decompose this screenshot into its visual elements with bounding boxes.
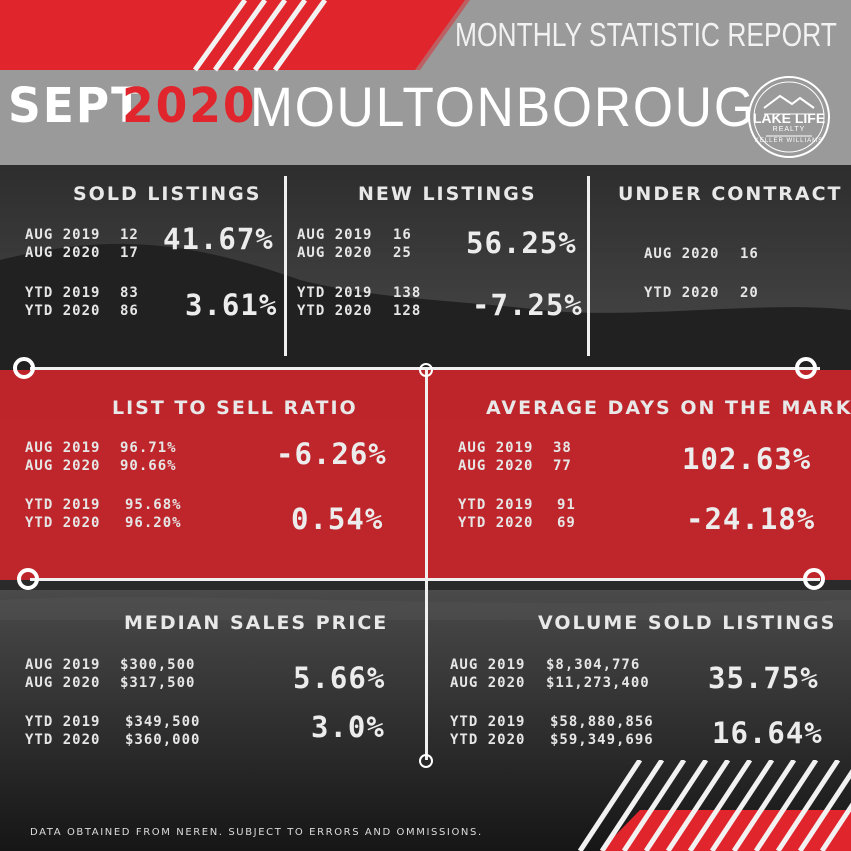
sold-ytd-pct: 3.61% xyxy=(185,288,278,322)
adm-aug2019-label: AUG 2019 xyxy=(458,440,534,456)
header-town: MOULTONBOROUGH xyxy=(250,75,795,138)
adm-ytd2019-value: 91 xyxy=(557,497,576,513)
msp-aug2019-value: $300,500 xyxy=(120,657,196,673)
new-aug2019-value: 16 xyxy=(393,227,412,243)
lts-aug2019-value: 96.71% xyxy=(120,440,177,456)
adm-aug2020-label: AUG 2020 xyxy=(458,458,534,474)
node-circle xyxy=(17,568,39,590)
logo-line2: REALTY xyxy=(772,126,806,133)
vsl-aug2019-value: $8,304,776 xyxy=(546,657,641,673)
sold-aug2020-value: 17 xyxy=(120,245,139,261)
new-aug2019-label: AUG 2019 xyxy=(297,227,373,243)
logo-emblem xyxy=(748,76,830,158)
adm-aug-pct: 102.63% xyxy=(682,442,812,476)
node-circle xyxy=(13,357,35,379)
msp-ytd-pct: 3.0% xyxy=(311,710,385,744)
vsl-ytd2019-value: $58,880,856 xyxy=(550,714,654,730)
sold-aug-pct: 41.67% xyxy=(163,222,274,256)
msp-ytd2019-label: YTD 2019 xyxy=(25,714,101,730)
sold-aug2019-label: AUG 2019 xyxy=(25,227,101,243)
lts-ytd2020-label: YTD 2020 xyxy=(25,515,101,531)
lts-aug2020-value: 90.66% xyxy=(120,458,177,474)
lts-aug-pct: -6.26% xyxy=(276,437,387,471)
logo-line1: LAKE LIFE xyxy=(752,110,826,126)
volume-sold-title: VOLUME SOLD LISTINGS xyxy=(538,612,837,634)
uc-ytd2020-value: 20 xyxy=(740,285,759,301)
node-circle-small xyxy=(419,754,433,768)
median-price-title: MEDIAN SALES PRICE xyxy=(124,612,389,634)
adm-ytd2020-label: YTD 2020 xyxy=(458,515,534,531)
header-month: SEPT xyxy=(8,78,145,134)
uc-aug2020-label: AUG 2020 xyxy=(644,246,720,262)
adm-aug2020-value: 77 xyxy=(553,458,572,474)
new-ytd2020-label: YTD 2020 xyxy=(297,303,373,319)
msp-aug2020-label: AUG 2020 xyxy=(25,675,101,691)
adm-ytd2019-label: YTD 2019 xyxy=(458,497,534,513)
vsl-aug2020-value: $11,273,400 xyxy=(546,675,650,691)
vsl-aug-pct: 35.75% xyxy=(708,661,819,695)
vsl-aug2020-label: AUG 2020 xyxy=(450,675,526,691)
logo-line3: KELLER WILLIAMS xyxy=(754,138,824,144)
node-circle xyxy=(803,568,825,590)
top-panel xyxy=(0,165,851,370)
msp-aug-pct: 5.66% xyxy=(293,661,386,695)
new-ytd2019-label: YTD 2019 xyxy=(297,285,373,301)
new-ytd2020-value: 128 xyxy=(393,303,422,319)
avg-days-title: AVERAGE DAYS ON THE MARKET xyxy=(486,397,851,419)
lts-ytd-pct: 0.54% xyxy=(291,502,384,536)
uc-aug2020-value: 16 xyxy=(740,246,759,262)
vsl-ytd2019-label: YTD 2019 xyxy=(450,714,526,730)
node-circle-small xyxy=(419,363,433,377)
lts-ytd2019-label: YTD 2019 xyxy=(25,497,101,513)
sold-ytd2020-value: 86 xyxy=(120,303,139,319)
new-listings-title: NEW LISTINGS xyxy=(358,183,537,205)
sold-listings-title: SOLD LISTINGS xyxy=(73,183,262,205)
report-title: MONTHLY STATISTIC REPORT xyxy=(455,16,837,53)
sold-ytd2019-value: 83 xyxy=(120,285,139,301)
new-ytd-pct: -7.25% xyxy=(472,288,583,322)
under-contract-title: UNDER CONTRACT xyxy=(618,183,843,205)
lts-ytd2019-value: 95.68% xyxy=(125,497,182,513)
lts-aug2020-label: AUG 2020 xyxy=(25,458,101,474)
lake-life-logo: LAKE LIFE REALTY KELLER WILLIAMS xyxy=(742,74,836,160)
divider-2 xyxy=(587,176,590,356)
sold-ytd2020-label: YTD 2020 xyxy=(25,303,101,319)
adm-ytd2020-value: 69 xyxy=(557,515,576,531)
lts-aug2019-label: AUG 2019 xyxy=(25,440,101,456)
footer-disclaimer: DATA OBTAINED FROM NEREN. SUBJECT TO ERR… xyxy=(30,827,483,838)
v-line-center xyxy=(425,370,428,760)
divider-1 xyxy=(284,176,287,356)
header-stripes xyxy=(0,0,470,72)
msp-ytd2019-value: $349,500 xyxy=(125,714,201,730)
uc-ytd2020-label: YTD 2020 xyxy=(644,285,720,301)
new-aug2020-value: 25 xyxy=(393,245,412,261)
adm-ytd-pct: -24.18% xyxy=(686,502,816,536)
vsl-ytd2020-value: $59,349,696 xyxy=(550,732,654,748)
msp-aug2020-value: $317,500 xyxy=(120,675,196,691)
header-year: 2020 xyxy=(122,78,257,134)
new-aug-pct: 56.25% xyxy=(466,226,577,260)
new-aug2020-label: AUG 2020 xyxy=(297,245,373,261)
new-ytd2019-value: 138 xyxy=(393,285,422,301)
msp-ytd2020-value: $360,000 xyxy=(125,732,201,748)
lts-ytd2020-value: 96.20% xyxy=(125,515,182,531)
msp-ytd2020-label: YTD 2020 xyxy=(25,732,101,748)
adm-aug2019-value: 38 xyxy=(553,440,572,456)
vsl-aug2019-label: AUG 2019 xyxy=(450,657,526,673)
node-circle xyxy=(795,357,817,379)
vsl-ytd-pct: 16.64% xyxy=(712,716,823,750)
vsl-ytd2020-label: YTD 2020 xyxy=(450,732,526,748)
list-to-sell-title: LIST TO SELL RATIO xyxy=(112,397,358,419)
sold-ytd2019-label: YTD 2019 xyxy=(25,285,101,301)
sold-aug2020-label: AUG 2020 xyxy=(25,245,101,261)
footer-stripes xyxy=(577,760,851,851)
msp-aug2019-label: AUG 2019 xyxy=(25,657,101,673)
sold-aug2019-value: 12 xyxy=(120,227,139,243)
